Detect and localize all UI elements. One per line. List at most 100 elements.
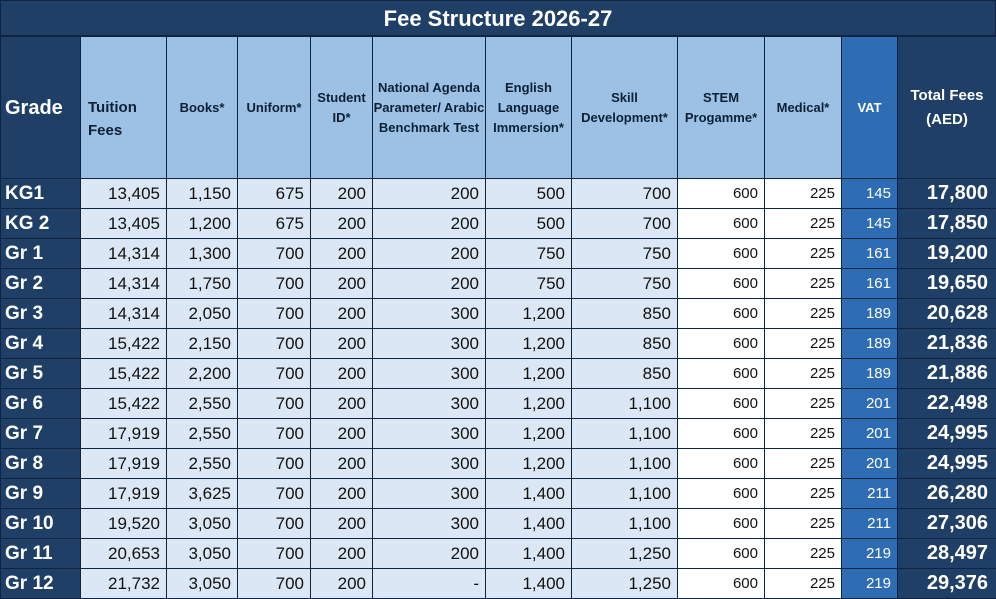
cell-vat: 201 [841, 418, 898, 449]
cell-vat: 189 [841, 328, 898, 359]
cell-national-agenda: 300 [372, 298, 486, 329]
cell-skill: 1,100 [571, 448, 678, 479]
row-grade: Gr 8 [0, 448, 81, 479]
cell-vat: 145 [841, 208, 898, 239]
cell-stem: 600 [677, 448, 765, 479]
row-grade: Gr 7 [0, 418, 81, 449]
cell-skill: 1,100 [571, 388, 678, 419]
table-row: Gr 8 17,919 2,550 700 200 300 1,200 1,100 600 225… [0, 448, 996, 479]
cell-total: 20,628 [897, 298, 996, 329]
cell-english: 500 [485, 178, 572, 209]
cell-vat: 219 [841, 568, 898, 599]
table-row: Gr 11 20,653 3,050 700 200 200 1,400 1,250 600 22… [0, 538, 996, 569]
cell-student-id: 200 [310, 508, 373, 539]
cell-skill: 1,100 [571, 478, 678, 509]
cell-medical: 225 [764, 298, 842, 329]
row-grade: Gr 10 [0, 508, 81, 539]
header-total: Total Fees (AED) [897, 36, 996, 179]
cell-uniform: 700 [237, 538, 311, 569]
row-grade: Gr 4 [0, 328, 81, 359]
cell-english: 1,200 [485, 358, 572, 389]
cell-english: 1,200 [485, 448, 572, 479]
cell-student-id: 200 [310, 298, 373, 329]
cell-student-id: 200 [310, 178, 373, 209]
row-grade: KG 2 [0, 208, 81, 239]
header-english: English Language Immersion* [485, 36, 572, 179]
table-row: Gr 6 15,422 2,550 700 200 300 1,200 1,100 600 225… [0, 388, 996, 419]
cell-student-id: 200 [310, 568, 373, 599]
cell-books: 2,550 [166, 388, 238, 419]
header-grade: Grade [0, 36, 81, 179]
cell-uniform: 700 [237, 568, 311, 599]
cell-total: 24,995 [897, 448, 996, 479]
cell-english: 1,400 [485, 538, 572, 569]
cell-national-agenda: 300 [372, 478, 486, 509]
cell-books: 2,200 [166, 358, 238, 389]
cell-tuition: 17,919 [80, 418, 167, 449]
cell-stem: 600 [677, 298, 765, 329]
cell-medical: 225 [764, 328, 842, 359]
cell-books: 3,050 [166, 538, 238, 569]
cell-total: 21,886 [897, 358, 996, 389]
table-row: KG 2 13,405 1,200 675 200 200 500 700 600 225 145 1… [0, 208, 996, 239]
table-row: Gr 7 17,919 2,550 700 200 300 1,200 1,100 600 225… [0, 418, 996, 449]
cell-books: 3,625 [166, 478, 238, 509]
cell-vat: 201 [841, 448, 898, 479]
cell-tuition: 20,653 [80, 538, 167, 569]
cell-tuition: 15,422 [80, 358, 167, 389]
cell-medical: 225 [764, 238, 842, 269]
cell-english: 1,400 [485, 478, 572, 509]
cell-student-id: 200 [310, 268, 373, 299]
cell-student-id: 200 [310, 448, 373, 479]
header-tuition: Tuition Fees [80, 36, 167, 179]
row-grade: Gr 2 [0, 268, 81, 299]
cell-books: 2,550 [166, 418, 238, 449]
cell-total: 27,306 [897, 508, 996, 539]
fee-table-body: KG1 13,405 1,150 675 200 200 500 700 600 225 145 17… [0, 178, 996, 599]
cell-uniform: 700 [237, 508, 311, 539]
cell-uniform: 700 [237, 448, 311, 479]
table-row: Gr 10 19,520 3,050 700 200 300 1,400 1,100 600 22… [0, 508, 996, 539]
cell-books: 2,150 [166, 328, 238, 359]
cell-medical: 225 [764, 538, 842, 569]
table-row: Gr 3 14,314 2,050 700 200 300 1,200 850 600 225 18… [0, 298, 996, 329]
header-row: Grade Tuition Fees Books* Uniform* Stude… [0, 36, 996, 179]
cell-books: 1,150 [166, 178, 238, 209]
cell-skill: 750 [571, 268, 678, 299]
cell-stem: 600 [677, 208, 765, 239]
cell-national-agenda: 300 [372, 508, 486, 539]
cell-books: 1,750 [166, 268, 238, 299]
cell-uniform: 675 [237, 208, 311, 239]
cell-national-agenda: 200 [372, 208, 486, 239]
table-row: Gr 9 17,919 3,625 700 200 300 1,400 1,100 600 225… [0, 478, 996, 509]
cell-skill: 1,250 [571, 538, 678, 569]
cell-vat: 201 [841, 388, 898, 419]
row-grade: Gr 3 [0, 298, 81, 329]
cell-uniform: 700 [237, 328, 311, 359]
cell-tuition: 17,919 [80, 448, 167, 479]
cell-student-id: 200 [310, 208, 373, 239]
cell-vat: 161 [841, 238, 898, 269]
cell-stem: 600 [677, 328, 765, 359]
cell-english: 1,400 [485, 508, 572, 539]
cell-tuition: 19,520 [80, 508, 167, 539]
cell-national-agenda: 200 [372, 178, 486, 209]
cell-english: 1,200 [485, 418, 572, 449]
cell-total: 29,376 [897, 568, 996, 599]
cell-english: 1,200 [485, 298, 572, 329]
cell-medical: 225 [764, 418, 842, 449]
fee-table: Grade Tuition Fees Books* Uniform* Stude… [0, 36, 996, 599]
cell-stem: 600 [677, 178, 765, 209]
cell-vat: 211 [841, 478, 898, 509]
cell-total: 19,650 [897, 268, 996, 299]
cell-uniform: 700 [237, 388, 311, 419]
cell-uniform: 700 [237, 268, 311, 299]
cell-total: 17,800 [897, 178, 996, 209]
cell-total: 22,498 [897, 388, 996, 419]
cell-stem: 600 [677, 538, 765, 569]
header-medical: Medical* [764, 36, 842, 179]
cell-total: 24,995 [897, 418, 996, 449]
cell-medical: 225 [764, 448, 842, 479]
cell-skill: 850 [571, 328, 678, 359]
